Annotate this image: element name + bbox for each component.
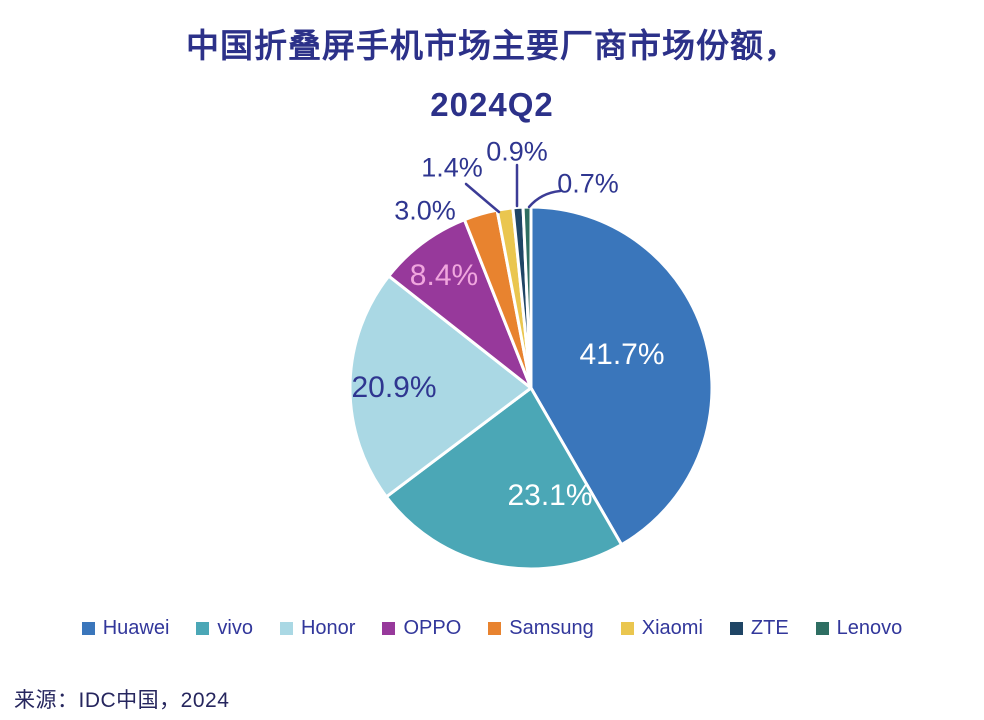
legend-swatch-lenovo [815,622,829,635]
legend-swatch-vivo [196,622,210,635]
legend-label-honor: Honor [300,617,356,639]
legend-swatch-oppo [382,622,396,635]
pct-label-samsung: 3.0% [394,195,456,226]
pie-slice-honor [348,274,533,499]
legend-swatch-huawei [81,622,95,635]
legend-item-huawei: Huawei [81,617,170,640]
legend-item-oppo: OPPO [382,617,461,640]
legend-label-zte: ZTE [750,617,789,639]
legend-label-vivo: vivo [217,617,253,639]
pct-label-xiaomi: 1.4% [421,152,483,183]
pct-label-lenovo: 0.7% [557,168,619,199]
pie-slice-vivo [384,386,624,571]
pct-label-oppo: 8.4% [409,259,479,292]
chart-title-line1: 中国折叠屏手机市场主要厂商市场份额， [186,27,798,64]
legend-item-honor: Honor [279,617,356,640]
source-note: 来源：IDC中国，2024 [14,689,230,712]
legend-item-samsung: Samsung [488,617,594,640]
pct-label-huawei: 41.7% [579,338,665,371]
legend-label-huawei: Huawei [102,617,170,639]
legend-label-xiaomi: Xiaomi [641,617,703,639]
chart-title: 中国折叠屏手机市场主要厂商市场份额， 2024Q2 [0,16,984,134]
pie-slice-oppo [387,218,533,390]
legend: Huawei vivo Honor OPPO Samsung Xiaomi ZTE Lenov… [0,617,984,640]
legend-swatch-honor [279,622,293,635]
pct-label-zte: 0.9% [486,136,548,167]
legend-item-vivo: vivo [196,617,253,640]
pct-label-honor: 20.9% [351,371,437,404]
chart-title-line2: 2024Q2 [430,86,554,123]
legend-swatch-xiaomi [620,622,634,635]
pct-label-vivo: 23.1% [507,479,593,512]
leader-line-lenovo [527,189,562,209]
leader-line-xiaomi [464,182,501,214]
legend-item-xiaomi: Xiaomi [620,617,703,640]
pie-slice-huawei [529,205,714,547]
legend-swatch-samsung [488,622,502,635]
legend-swatch-zte [729,622,743,635]
legend-label-samsung: Samsung [509,617,594,639]
legend-item-zte: ZTE [729,617,789,640]
legend-item-lenovo: Lenovo [815,617,903,640]
pie-slice-lenovo [521,205,533,390]
legend-label-lenovo: Lenovo [836,617,903,639]
legend-label-oppo: OPPO [403,617,462,639]
